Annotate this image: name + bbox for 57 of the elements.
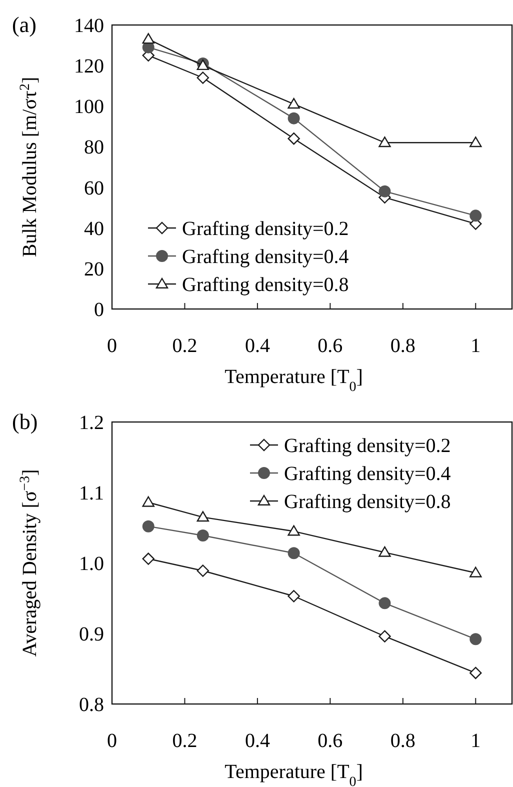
- point: [142, 496, 154, 507]
- x-tick-label: 1: [470, 335, 481, 357]
- point: [196, 564, 210, 577]
- point: [288, 547, 300, 560]
- x-axis-title: Temperature [T$_{0}$]: [224, 366, 363, 394]
- x-tick-label: 0.6: [318, 335, 343, 357]
- point: [378, 597, 391, 610]
- x-tick-label: 0.8: [390, 335, 416, 357]
- legend-label: Grafting density=0.2: [284, 435, 451, 457]
- point: [378, 630, 391, 642]
- point: [470, 566, 482, 578]
- point: [470, 633, 482, 646]
- point: [378, 136, 391, 148]
- x-tick-label: 0.4: [244, 730, 270, 752]
- legend-label: Grafting density=0.4: [284, 463, 451, 485]
- legend-label: Grafting density=0.8: [284, 491, 451, 513]
- y-tick-label: 140: [74, 15, 104, 37]
- point: [470, 210, 482, 222]
- y-tick-label: 0: [94, 299, 104, 321]
- y-tick-label: 20: [84, 258, 104, 280]
- legend-label: Grafting density=0.8: [182, 274, 349, 296]
- point: [378, 546, 391, 557]
- y-tick-label: 100: [74, 96, 104, 118]
- y-tick-label: 1.0: [79, 553, 104, 575]
- y-tick-label: 60: [84, 177, 104, 200]
- legend-label: Grafting density=0.2: [182, 218, 349, 240]
- x-tick-label: 1: [470, 730, 481, 752]
- point: [196, 530, 209, 542]
- x-tick-label: 0.6: [318, 730, 343, 752]
- y-tick-label: 1.1: [79, 482, 104, 504]
- point: [142, 33, 154, 44]
- y-tick-label: 80: [84, 136, 104, 159]
- point: [196, 511, 210, 522]
- point: [288, 525, 300, 536]
- y-tick-label: 1.2: [79, 412, 104, 434]
- point: [288, 590, 300, 602]
- point: [142, 520, 154, 532]
- x-tick-label: 0.2: [172, 335, 198, 357]
- x-tick-label: 0.2: [172, 730, 198, 752]
- point: [288, 132, 300, 145]
- point: [470, 136, 482, 148]
- point: [470, 666, 482, 680]
- y-tick-label: 0.8: [79, 694, 104, 716]
- x-tick-label: 0.8: [390, 730, 416, 752]
- chart-title: (a): [12, 12, 36, 37]
- point: [196, 72, 210, 84]
- y-tick-label: 120: [74, 56, 104, 78]
- point: [288, 98, 300, 109]
- chart-title: (b): [12, 409, 38, 434]
- y-tick-label: 0.9: [79, 624, 104, 646]
- x-axis-title: Temperature [T$_{0}$]: [224, 761, 363, 787]
- y-tick-label: 40: [84, 218, 104, 240]
- x-tick-label: 0.4: [244, 335, 270, 357]
- point: [288, 112, 300, 124]
- point: [378, 185, 391, 198]
- point: [142, 552, 154, 565]
- legend-label: Grafting density=0.4: [182, 246, 349, 268]
